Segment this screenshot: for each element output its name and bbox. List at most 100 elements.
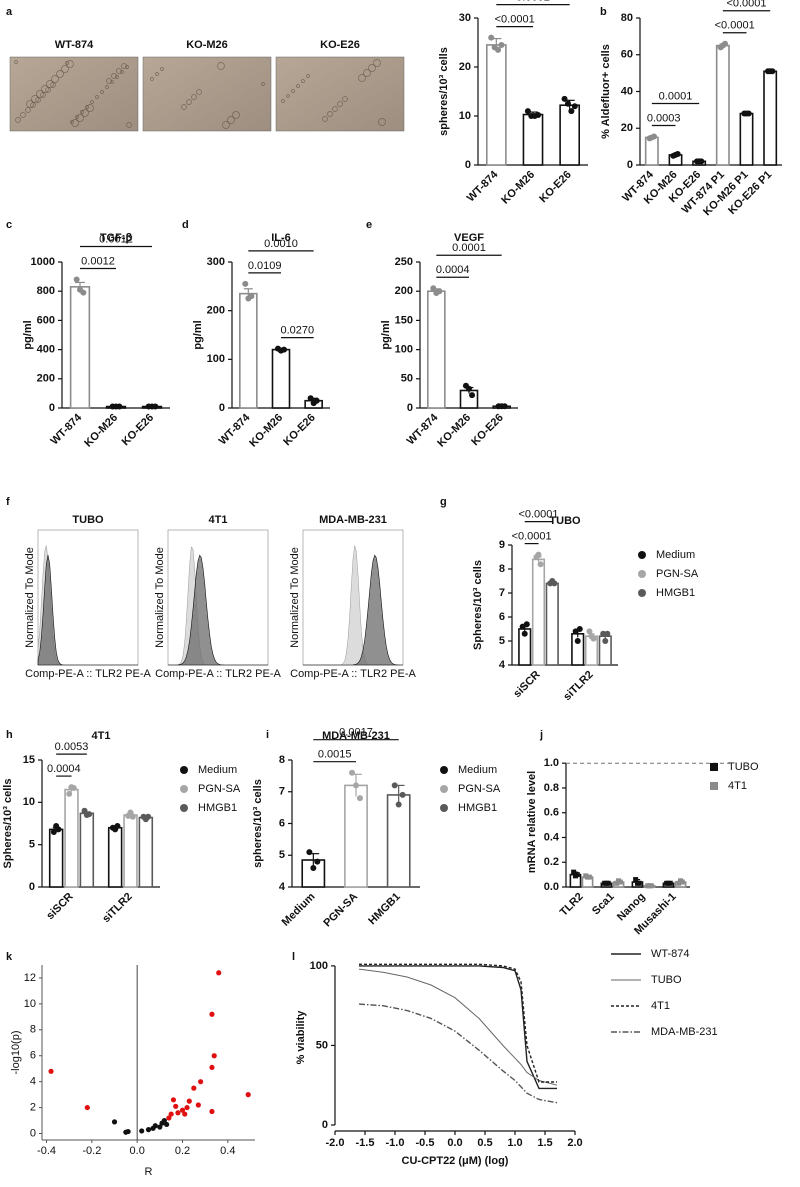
data-point	[495, 46, 502, 53]
y-axis-label: Spheres/10³ cells	[472, 560, 484, 650]
data-point	[307, 395, 314, 402]
x-tick-label: 2.0	[567, 1137, 582, 1149]
legend-label: 4T1	[728, 780, 747, 792]
data-point	[306, 849, 313, 856]
data-point	[125, 1128, 131, 1135]
y-tick-label: 200	[395, 285, 413, 297]
data-point	[636, 880, 642, 886]
cell-cluster	[86, 104, 94, 112]
comparison-p-value: <0.0001	[726, 0, 766, 10]
x-tick-label: siSCR	[44, 891, 75, 922]
data-point	[152, 1123, 158, 1129]
x-tick-label: 1.5	[537, 1137, 552, 1149]
legend-label: WT-874	[651, 948, 690, 960]
cell-cluster	[191, 94, 197, 100]
y-tick-label: 9	[499, 539, 505, 551]
bar	[239, 292, 258, 409]
cell-cluster	[76, 114, 84, 122]
cell-cluster	[327, 111, 333, 117]
cell-cluster	[222, 121, 230, 129]
x-tick-label: Medium	[280, 891, 318, 929]
y-tick-label: 0	[465, 159, 471, 171]
panel-label: a	[6, 6, 13, 18]
data-point	[391, 782, 398, 789]
data-point	[469, 392, 476, 399]
x-tick-label: -2.0	[326, 1137, 345, 1149]
image-label: KO-M26	[186, 39, 228, 51]
cell-cluster	[296, 84, 300, 88]
x-tick-label: WT-874	[465, 168, 501, 204]
data-point	[216, 970, 222, 976]
microscopy-image	[9, 56, 139, 132]
y-tick-label: 300	[207, 256, 225, 268]
data-point	[574, 872, 580, 878]
chart-title: 4T1	[92, 730, 111, 742]
x-tick-label: 0.5	[477, 1137, 492, 1149]
y-axis-label: pg/ml	[192, 320, 204, 349]
comparison-p-value: 0.0004	[47, 763, 81, 775]
y-tick-label: 0	[49, 402, 55, 414]
y-tick-label: 6	[30, 1050, 36, 1062]
data-point	[356, 795, 363, 802]
y-axis-label: pg/ml	[380, 320, 392, 349]
comparison-p-value: 0.0015	[318, 749, 352, 761]
y-tick-label: 0	[29, 881, 35, 893]
bar	[522, 113, 544, 166]
flow-x-label: Comp-PE-A :: TLR2 PE-A	[25, 668, 151, 680]
data-point	[209, 1108, 215, 1115]
data-point	[152, 403, 159, 410]
y-tick-label: 0	[219, 402, 225, 414]
data-point	[175, 1110, 181, 1116]
flow-x-label: Comp-PE-A :: TLR2 PE-A	[290, 668, 416, 680]
data-point	[66, 790, 73, 797]
data-line	[358, 1003, 558, 1104]
panel-label: d	[182, 219, 189, 231]
data-point	[111, 1119, 118, 1125]
flow-title: TUBO	[72, 514, 104, 526]
cell-cluster	[281, 99, 285, 103]
y-tick-label: 100	[207, 353, 225, 365]
data-point	[349, 769, 356, 776]
x-tick-label: siTLR2	[100, 891, 134, 925]
comparison-p-value: <0.0001	[495, 14, 535, 26]
x-tick-label: KO-M26	[247, 412, 285, 450]
comparison-p-value: 0.0010	[264, 238, 298, 250]
data-point	[399, 791, 406, 798]
data-point	[679, 879, 685, 885]
data-point	[195, 1102, 201, 1108]
panel-label: i	[266, 729, 269, 741]
x-tick-label: 1.0	[507, 1137, 522, 1149]
legend-marker	[638, 570, 646, 578]
flow-y-label: Normalized To Mode	[289, 547, 301, 648]
legend-label: Medium	[656, 549, 695, 561]
cell-cluster	[261, 82, 265, 86]
data-point	[745, 110, 752, 117]
legend-label: 4T1	[651, 1000, 670, 1012]
bar	[138, 816, 154, 888]
y-tick-label: 2	[30, 1101, 36, 1113]
cell-cluster	[155, 72, 159, 76]
data-point	[310, 864, 317, 871]
cell-cluster	[337, 101, 343, 107]
x-tick-label: WT-874	[48, 411, 84, 447]
x-tick-label: KO-E26	[281, 412, 318, 449]
bar	[427, 290, 446, 409]
x-axis-label: R	[145, 1166, 153, 1178]
comparison-p-value: 0.0001	[452, 242, 486, 254]
panel-label: e	[366, 219, 372, 231]
data-point	[395, 801, 402, 808]
data-point	[498, 41, 505, 48]
data-point	[139, 1128, 145, 1134]
data-point	[524, 108, 531, 115]
cell-cluster	[31, 95, 39, 103]
y-tick-label: 0	[627, 159, 633, 171]
data-point	[129, 813, 136, 820]
data-point	[168, 1111, 174, 1117]
panel-label: b	[600, 6, 607, 18]
flow-y-label: Normalized To Mode	[154, 547, 166, 648]
cell-cluster	[322, 116, 328, 122]
legend-label: TUBO	[651, 974, 682, 986]
cell-cluster	[106, 78, 112, 84]
cell-cluster	[14, 60, 18, 64]
